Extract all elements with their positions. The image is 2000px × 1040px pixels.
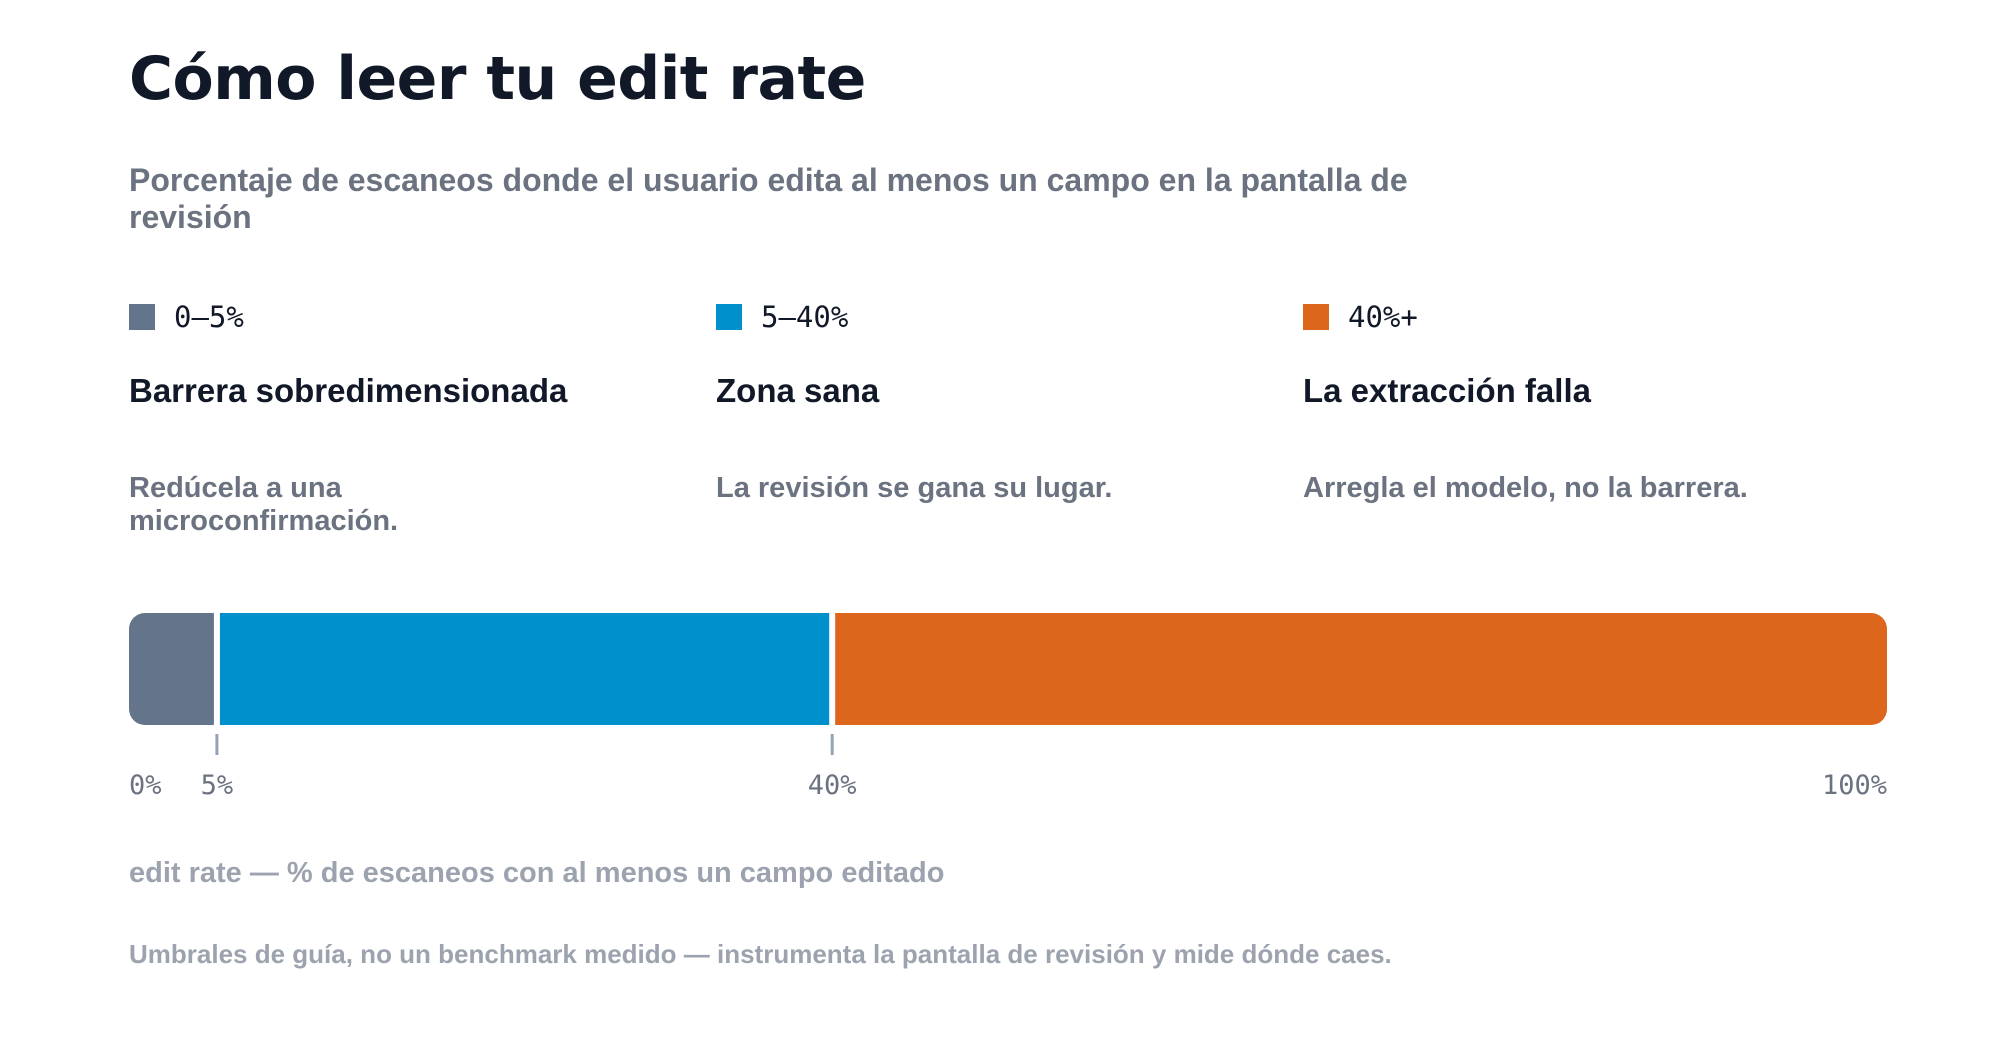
legend-entry-healthy: 5–40% bbox=[716, 300, 848, 334]
zone-title-high: La extracción falla bbox=[1303, 372, 1591, 409]
footnote: Umbrales de guía, no un benchmark medido… bbox=[129, 939, 1392, 969]
legend-entry-high: 40%+ bbox=[1303, 300, 1418, 334]
tick-label: 0% bbox=[129, 770, 162, 801]
legend-swatch-healthy bbox=[716, 304, 742, 330]
zone-title-low: Barrera sobredimensionada bbox=[129, 372, 568, 409]
bar-segment-high bbox=[832, 613, 1887, 725]
chart-title: Cómo leer tu edit rate bbox=[129, 44, 866, 114]
bar-divider bbox=[829, 613, 836, 725]
legend-range-low: 0–5% bbox=[174, 300, 244, 334]
x-axis-label: edit rate — % de escaneos con al menos u… bbox=[129, 857, 945, 889]
tick-label: 40% bbox=[808, 770, 857, 801]
bar-segments bbox=[129, 613, 1887, 725]
zone-description-low: Redúcela a una microconfirmación. bbox=[129, 472, 399, 537]
bar-dividers bbox=[213, 613, 836, 725]
tick-label: 100% bbox=[1822, 770, 1887, 801]
bar-segment-low bbox=[129, 613, 217, 725]
bar-divider bbox=[213, 613, 220, 725]
zone-description-healthy: La revisión se gana su lugar. bbox=[716, 472, 1113, 504]
legend-range-high: 40%+ bbox=[1348, 300, 1418, 334]
zone-description-high: Arregla el modelo, no la barrera. bbox=[1303, 472, 1748, 504]
tick-label: 5% bbox=[201, 770, 234, 801]
legend-swatch-low bbox=[129, 304, 155, 330]
legend-range-healthy: 5–40% bbox=[761, 300, 849, 334]
axis-ticks: 0% 5% 40% 100% bbox=[129, 734, 1887, 801]
chart-subtitle: Porcentaje de escaneos donde el usuario … bbox=[129, 162, 1408, 235]
legend-swatch-high bbox=[1303, 304, 1329, 330]
legend-entry-low: 0–5% bbox=[129, 300, 244, 334]
bar-segment-healthy bbox=[216, 613, 833, 725]
zone-title-healthy: Zona sana bbox=[716, 372, 880, 409]
